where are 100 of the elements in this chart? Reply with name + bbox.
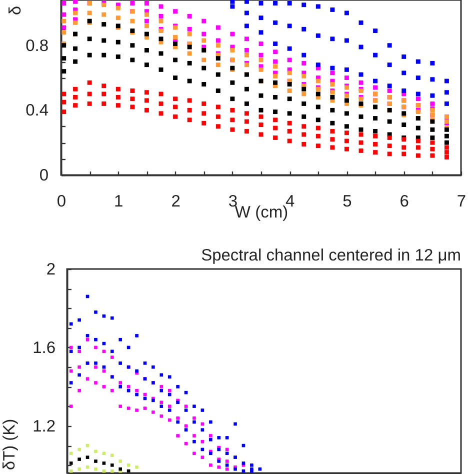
point — [173, 9, 178, 14]
y-tick-label: 2 — [46, 260, 56, 278]
point — [250, 463, 254, 467]
point — [116, 86, 120, 92]
point — [158, 67, 164, 72]
point — [344, 38, 349, 43]
point — [416, 59, 420, 64]
point — [87, 36, 92, 42]
point — [168, 404, 172, 408]
point — [173, 35, 178, 40]
point — [302, 114, 306, 119]
point — [160, 404, 164, 408]
point — [402, 152, 406, 156]
point — [302, 2, 306, 8]
point — [273, 118, 278, 122]
point — [287, 24, 292, 28]
point — [273, 42, 278, 46]
point — [116, 16, 120, 20]
point — [230, 96, 235, 102]
point — [402, 88, 406, 93]
point — [344, 67, 349, 72]
point — [173, 76, 178, 80]
point — [176, 434, 180, 438]
point — [130, 1, 135, 6]
point — [73, 0, 78, 4]
point — [73, 94, 78, 100]
point — [216, 104, 220, 110]
point — [110, 356, 114, 359]
point — [168, 375, 172, 379]
point — [416, 96, 420, 102]
point — [302, 74, 306, 78]
point — [344, 76, 349, 80]
point — [62, 110, 66, 114]
point — [330, 129, 335, 134]
point — [273, 64, 278, 69]
point — [69, 469, 73, 473]
point — [258, 114, 264, 119]
point — [130, 43, 135, 48]
point — [444, 145, 449, 150]
point — [118, 404, 122, 408]
point — [244, 119, 249, 124]
point — [316, 134, 320, 138]
point — [258, 467, 262, 471]
point — [402, 70, 406, 76]
point — [416, 145, 420, 150]
point — [273, 126, 278, 130]
point — [110, 316, 114, 320]
point — [373, 78, 378, 84]
point — [135, 465, 138, 469]
point — [230, 118, 235, 122]
point — [208, 434, 212, 438]
point — [73, 86, 78, 92]
point — [78, 373, 81, 377]
point — [94, 460, 98, 463]
point — [258, 67, 264, 72]
point — [430, 135, 435, 140]
point — [94, 467, 98, 471]
point — [143, 361, 147, 365]
point — [200, 456, 204, 459]
point — [135, 334, 138, 338]
point — [126, 463, 130, 467]
point — [78, 448, 81, 452]
point — [444, 134, 449, 138]
point — [168, 392, 172, 396]
point — [358, 148, 364, 153]
point — [287, 138, 292, 144]
point — [225, 463, 229, 467]
point — [202, 82, 206, 86]
point — [94, 365, 98, 369]
point — [330, 145, 335, 150]
point — [158, 4, 164, 9]
point — [69, 369, 73, 373]
point — [358, 127, 364, 132]
point — [316, 118, 320, 122]
point — [173, 58, 178, 62]
point — [330, 36, 335, 42]
x-tick-label: 6 — [400, 192, 409, 210]
point — [302, 60, 306, 66]
point — [358, 72, 364, 77]
point — [373, 129, 378, 134]
point — [158, 36, 164, 42]
point — [176, 385, 180, 388]
point — [444, 154, 449, 160]
point — [387, 152, 392, 156]
point — [225, 452, 229, 456]
point — [373, 150, 378, 155]
point — [62, 56, 66, 61]
point — [387, 43, 392, 48]
point — [160, 388, 164, 392]
point — [287, 120, 292, 126]
x-tick-label: 0 — [56, 192, 66, 210]
point — [344, 138, 349, 144]
point — [258, 16, 264, 20]
point — [273, 20, 278, 25]
point — [102, 38, 106, 43]
point — [144, 1, 149, 6]
point — [430, 146, 435, 152]
point — [102, 101, 106, 106]
point — [344, 124, 349, 129]
point — [258, 122, 264, 128]
